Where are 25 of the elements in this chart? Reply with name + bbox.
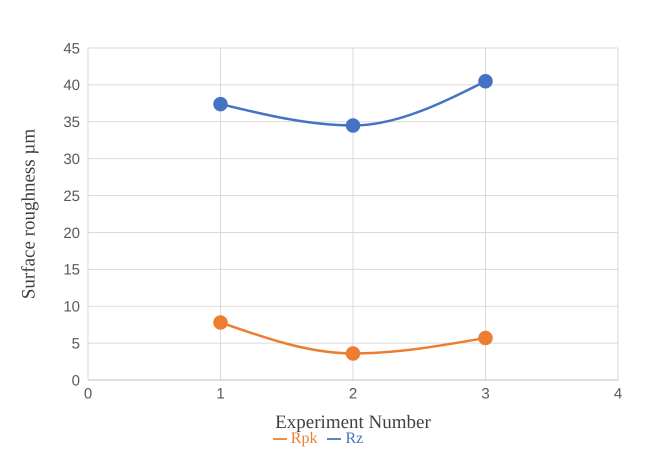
point [346,118,360,133]
y-tick-label: 40 [63,77,80,94]
x-axis-title: Experiment Number [275,412,432,433]
y-tick-label: 20 [63,224,80,242]
y-tick-label: 5 [72,335,80,352]
point [346,346,360,361]
point [213,315,228,330]
x-tick-label: 3 [481,386,490,403]
y-tick-label: 30 [63,150,80,168]
x-tick-label: 2 [348,386,358,403]
y-tick-label: 35 [63,114,80,132]
legend-label: Rz [345,430,364,447]
y-tick-label: 0 [72,372,80,390]
legend-label: Rpk [290,430,318,447]
x-tick-label: 1 [216,386,225,403]
y-axis-title: Surface roughness µm [18,128,40,300]
point [478,74,493,88]
y-tick-label: 45 [63,40,80,58]
y-tick-label: 25 [63,188,80,205]
y-tick-label: 10 [63,298,80,316]
point [478,330,493,346]
x-tick-label: 0 [84,386,92,403]
y-tick-label: 15 [63,262,80,279]
x-tick-label: 4 [614,386,622,403]
point [213,96,228,112]
